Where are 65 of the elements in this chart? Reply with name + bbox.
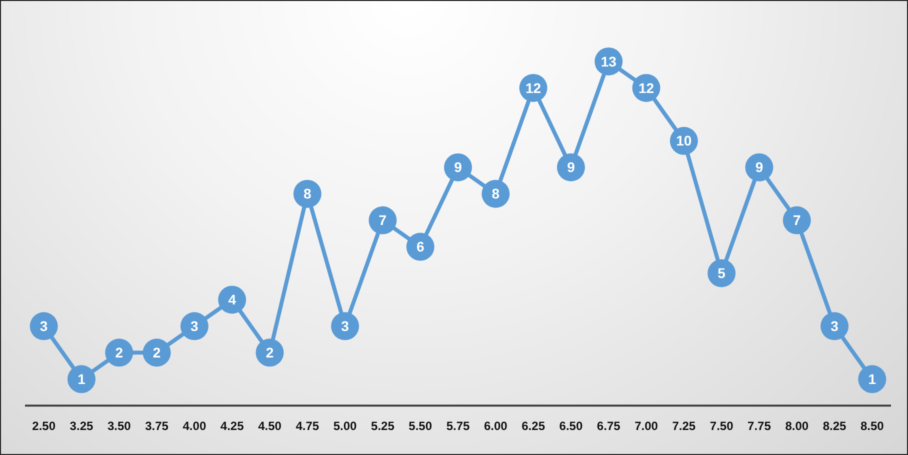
data-label: 10 xyxy=(676,132,692,149)
data-label: 7 xyxy=(378,212,387,228)
point xyxy=(30,312,58,340)
data-label: 9 xyxy=(454,159,462,176)
point xyxy=(331,312,360,340)
x-tick-label: 6.50 xyxy=(559,419,583,434)
data-label: 1 xyxy=(868,370,876,387)
x-tick-label: 2.50 xyxy=(32,419,56,434)
point xyxy=(180,312,208,340)
x-tick-label: 5.50 xyxy=(408,419,432,434)
point xyxy=(218,286,246,314)
point xyxy=(820,312,849,340)
x-tick-label: 4.00 xyxy=(182,419,206,434)
point xyxy=(782,206,811,234)
data-label: 3 xyxy=(830,318,839,334)
x-tick-label: 5.25 xyxy=(371,419,395,434)
data-label: 3 xyxy=(40,318,48,334)
data-label: 3 xyxy=(341,318,350,334)
x-tick-label: 5.00 xyxy=(333,419,358,434)
point xyxy=(708,259,736,288)
data-label: 3 xyxy=(190,318,199,334)
x-tick-label: 3.25 xyxy=(70,419,94,434)
x-tick-label: 8.50 xyxy=(860,419,884,434)
point xyxy=(444,153,472,182)
x-tick-label: 3.50 xyxy=(107,419,132,434)
data-label: 2 xyxy=(115,344,124,361)
data-label: 9 xyxy=(567,159,576,176)
data-label: 8 xyxy=(492,186,500,202)
point xyxy=(293,180,322,208)
data-label: 12 xyxy=(526,80,542,96)
data-label: 1 xyxy=(78,370,86,387)
data-label: 8 xyxy=(303,186,312,202)
x-tick-label: 8.00 xyxy=(785,419,809,434)
data-label: 4 xyxy=(228,292,236,308)
x-tick-label: 8.25 xyxy=(822,419,847,434)
point xyxy=(256,338,284,367)
point xyxy=(858,365,886,394)
point xyxy=(482,180,510,208)
data-label: 13 xyxy=(600,53,617,70)
data-label: 6 xyxy=(416,238,424,255)
point xyxy=(142,338,171,367)
point xyxy=(406,232,434,261)
x-tick-label: 4.25 xyxy=(220,419,244,434)
data-label: 12 xyxy=(638,80,654,96)
x-tick-label: 7.00 xyxy=(634,419,658,434)
x-tick-label: 5.75 xyxy=(446,419,470,434)
data-label: 7 xyxy=(792,212,801,228)
data-label: 2 xyxy=(152,344,161,361)
data-label: 5 xyxy=(718,265,726,282)
data-label: 9 xyxy=(755,159,764,176)
x-tick-label: 6.25 xyxy=(522,419,546,434)
x-tick-label: 7.50 xyxy=(710,419,734,434)
x-tick-label: 6.00 xyxy=(484,419,508,434)
data-label: 2 xyxy=(266,344,274,361)
point xyxy=(556,153,585,182)
point xyxy=(105,338,134,367)
x-tick-label: 3.75 xyxy=(145,419,169,434)
x-tick-label: 4.75 xyxy=(296,419,320,434)
point xyxy=(368,206,397,234)
x-tick-label: 4.50 xyxy=(258,419,282,434)
x-tick-label: 7.25 xyxy=(672,419,696,434)
x-tick-label: 6.75 xyxy=(596,419,621,434)
x-tick-label: 7.75 xyxy=(748,419,772,434)
point xyxy=(67,365,96,394)
point xyxy=(745,153,774,182)
